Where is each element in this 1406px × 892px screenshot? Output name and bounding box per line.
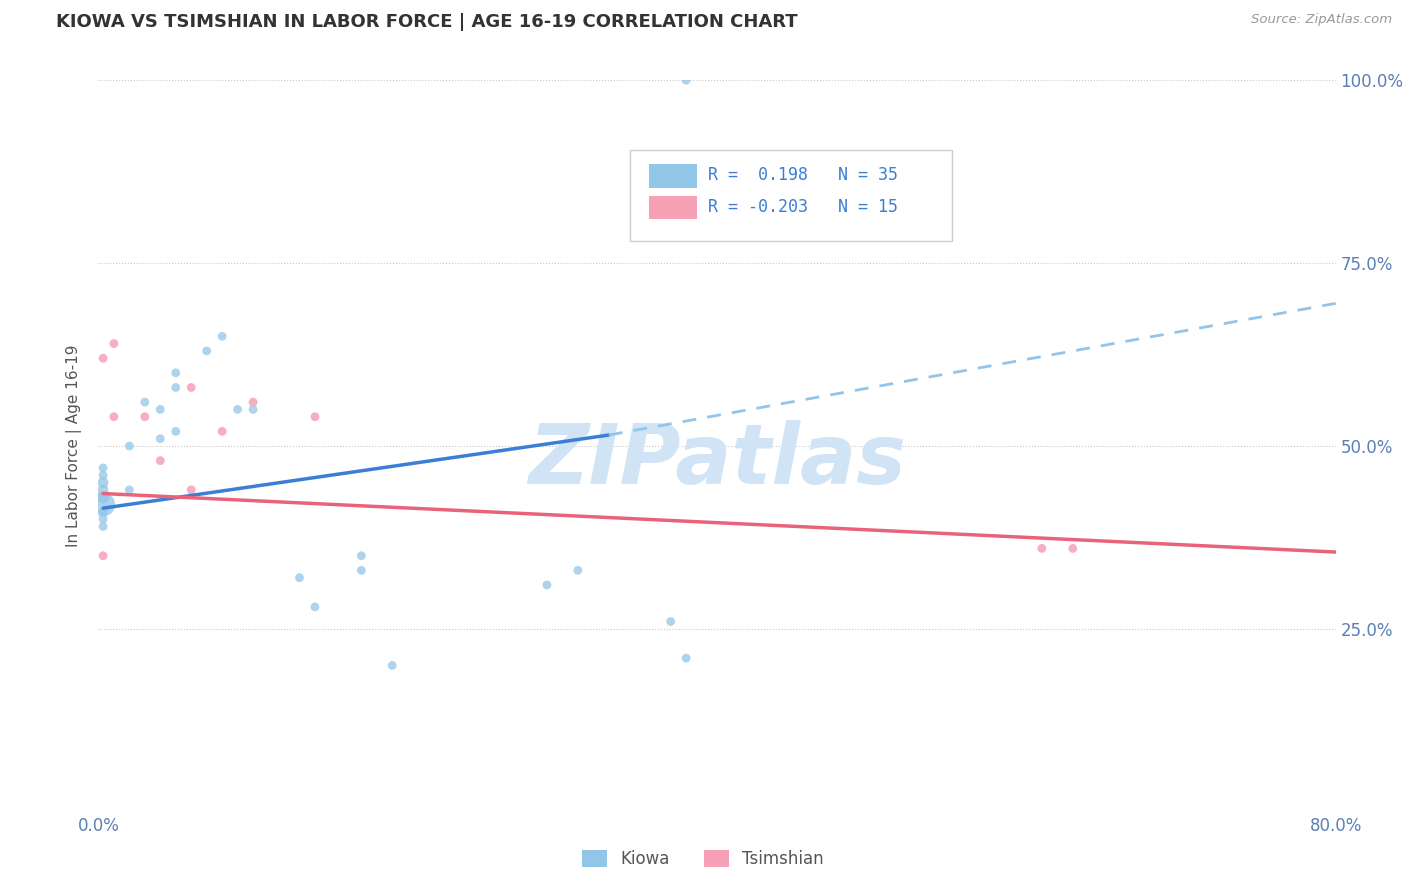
Point	[195, 343, 218, 358]
Point	[149, 402, 172, 417]
Point	[350, 549, 373, 563]
Point	[242, 402, 264, 417]
Point	[304, 599, 326, 614]
Point	[536, 578, 558, 592]
Point	[381, 658, 404, 673]
Point	[211, 425, 233, 439]
Point	[91, 505, 114, 519]
Point	[91, 519, 114, 533]
Point	[165, 380, 187, 394]
Text: R = -0.203   N = 15: R = -0.203 N = 15	[709, 198, 898, 216]
Point	[567, 563, 589, 577]
Point	[91, 498, 114, 512]
Point	[91, 483, 114, 497]
Point	[675, 73, 697, 87]
Point	[226, 402, 249, 417]
Point	[288, 571, 311, 585]
Point	[134, 409, 156, 424]
Point	[103, 336, 125, 351]
Point	[211, 329, 233, 343]
FancyBboxPatch shape	[650, 196, 697, 219]
Point	[242, 395, 264, 409]
Point	[149, 453, 172, 467]
Legend: Kiowa, Tsimshian: Kiowa, Tsimshian	[576, 843, 830, 875]
Text: KIOWA VS TSIMSHIAN IN LABOR FORCE | AGE 16-19 CORRELATION CHART: KIOWA VS TSIMSHIAN IN LABOR FORCE | AGE …	[56, 13, 797, 31]
Point	[180, 483, 202, 497]
Point	[165, 425, 187, 439]
Point	[118, 439, 141, 453]
Point	[304, 409, 326, 424]
Text: R =  0.198   N = 35: R = 0.198 N = 35	[709, 167, 898, 185]
Point	[91, 461, 114, 475]
Text: ZIPatlas: ZIPatlas	[529, 420, 905, 501]
Text: Source: ZipAtlas.com: Source: ZipAtlas.com	[1251, 13, 1392, 27]
Point	[675, 651, 697, 665]
Point	[149, 432, 172, 446]
Point	[1062, 541, 1084, 556]
Point	[103, 409, 125, 424]
Point	[1031, 541, 1053, 556]
Y-axis label: In Labor Force | Age 16-19: In Labor Force | Age 16-19	[66, 344, 83, 548]
Point	[91, 490, 114, 504]
Point	[91, 512, 114, 526]
Point	[91, 468, 114, 483]
Point	[91, 475, 114, 490]
Point	[118, 483, 141, 497]
Point	[91, 549, 114, 563]
FancyBboxPatch shape	[630, 150, 952, 241]
Point	[180, 380, 202, 394]
Point	[350, 563, 373, 577]
Point	[91, 351, 114, 366]
FancyBboxPatch shape	[650, 164, 697, 188]
Point	[659, 615, 682, 629]
Point	[165, 366, 187, 380]
Point	[134, 395, 156, 409]
